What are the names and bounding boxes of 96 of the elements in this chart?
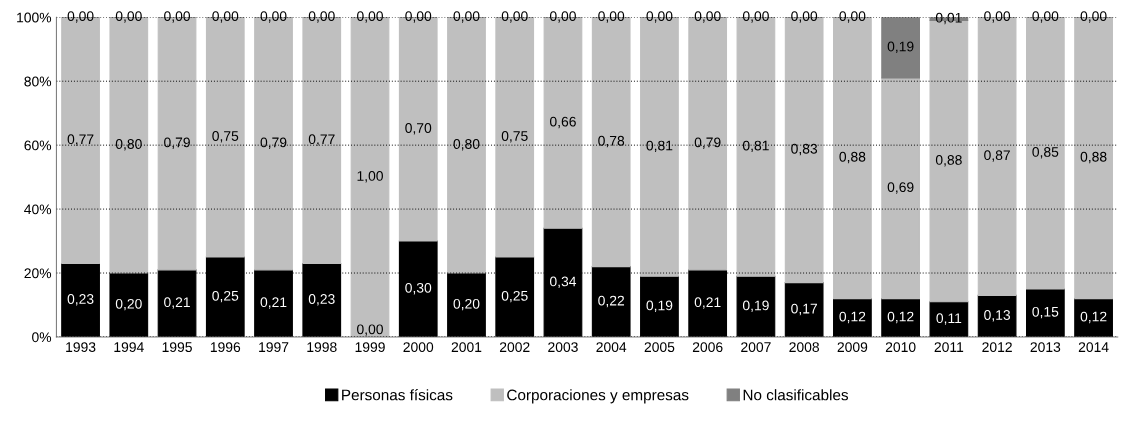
y-tick-label: 20% <box>24 268 52 279</box>
data-label: 0,30 <box>405 282 432 295</box>
data-label: 0,00 <box>694 11 721 23</box>
data-label: 0,12 <box>1080 311 1107 324</box>
y-tick-label: 40% <box>24 204 52 215</box>
legend-label: Personas físicas <box>342 388 453 401</box>
data-label: 0,88 <box>1080 151 1107 164</box>
data-label: 0,80 <box>115 139 142 151</box>
data-label: 0,19 <box>887 41 914 54</box>
data-label: 0,20 <box>453 298 480 311</box>
x-tick-label: 2007 <box>741 342 771 353</box>
data-label: 0,00 <box>164 11 191 23</box>
data-label: 0,79 <box>260 137 287 149</box>
x-tick-label: 2013 <box>1030 342 1061 353</box>
data-label: 0,77 <box>308 134 335 146</box>
x-tick-label: 2009 <box>837 342 868 353</box>
data-label: 1,00 <box>357 171 383 183</box>
data-label: 0,88 <box>935 155 962 167</box>
data-label: 0,00 <box>1032 11 1059 23</box>
x-tick-label: 2014 <box>1078 342 1109 353</box>
data-label: 0,00 <box>501 11 528 23</box>
data-label: 0,87 <box>984 150 1010 162</box>
data-label: 0,70 <box>405 123 432 135</box>
data-label: 0,75 <box>501 131 528 143</box>
data-label: 0,00 <box>357 11 383 23</box>
x-tick-label: 2011 <box>934 342 964 353</box>
x-tick-label: 1996 <box>210 342 241 353</box>
data-label: 0,00 <box>839 11 866 23</box>
y-tick-label: 80% <box>24 76 52 87</box>
legend-label: Corporaciones y empresas <box>507 389 689 404</box>
x-tick-label: 2005 <box>644 342 675 353</box>
x-tick-label: 1995 <box>162 342 192 353</box>
data-label: 0,19 <box>646 300 673 312</box>
x-tick-label: 2006 <box>692 342 723 353</box>
data-label: 0,15 <box>1032 306 1059 319</box>
data-label: 0,25 <box>212 290 239 303</box>
data-label: 0,20 <box>115 298 142 311</box>
data-label: 0,00 <box>212 11 239 23</box>
data-label: 0,17 <box>791 303 817 316</box>
data-label: 0,11 <box>936 313 962 325</box>
x-tick-label: 2008 <box>789 342 819 353</box>
data-label: 0,00 <box>115 11 142 23</box>
data-label: 0,69 <box>887 182 914 194</box>
data-label: 0,00 <box>1080 11 1107 23</box>
data-label: 0,00 <box>598 11 625 23</box>
data-label: 0,81 <box>742 140 769 153</box>
data-label: 0,22 <box>598 295 625 308</box>
x-tick-label: 1994 <box>114 342 144 353</box>
data-label: 0,25 <box>501 290 528 303</box>
data-label: 0,66 <box>549 116 576 129</box>
data-label: 0,78 <box>598 135 625 148</box>
data-label: 0,00 <box>357 324 383 336</box>
x-tick-label: 1999 <box>355 342 385 353</box>
data-label: 0,13 <box>984 310 1011 322</box>
data-label: 0,23 <box>67 294 94 306</box>
data-label: 0,00 <box>984 11 1011 23</box>
data-label: 0,00 <box>308 11 335 23</box>
x-tick-label: 2000 <box>403 342 434 353</box>
x-tick-label: 2012 <box>982 342 1012 353</box>
data-label: 0,85 <box>1032 147 1059 159</box>
legend-label: No clasificables <box>743 389 849 401</box>
x-tick-label: 1998 <box>307 342 337 353</box>
x-tick-label: 2010 <box>885 342 916 353</box>
x-tick-label: 2002 <box>499 342 530 353</box>
x-tick-label: 1993 <box>66 342 96 353</box>
y-tick-label: 0% <box>32 332 52 343</box>
data-label: 0,75 <box>212 131 239 143</box>
x-tick-label: 1997 <box>259 342 289 353</box>
y-tick-label: 100% <box>17 12 52 23</box>
data-label: 0,21 <box>694 297 721 309</box>
data-label: 0,79 <box>694 137 721 149</box>
data-label: 0,12 <box>887 311 914 324</box>
x-tick-label: 2004 <box>596 342 627 353</box>
y-tick-label: 60% <box>24 140 52 151</box>
data-label: 0,00 <box>549 11 576 23</box>
data-label: 0,88 <box>839 151 866 164</box>
data-label: 0,12 <box>839 311 866 324</box>
data-label: 0,00 <box>742 11 769 23</box>
x-tick-label: 2001 <box>451 342 482 353</box>
data-label: 0,00 <box>405 11 432 23</box>
data-label: 0,83 <box>791 143 818 156</box>
data-label: 0,77 <box>67 134 94 146</box>
data-label: 0,19 <box>742 300 769 312</box>
data-label: 0,00 <box>67 11 94 23</box>
x-tick-label: 2003 <box>548 342 578 353</box>
data-label: 0,80 <box>453 139 480 151</box>
data-label: 0,23 <box>308 294 335 306</box>
data-label: 0,79 <box>164 137 190 149</box>
data-label: 0,21 <box>260 297 287 309</box>
data-label: 0,34 <box>549 276 577 288</box>
data-label: 0,00 <box>260 11 287 23</box>
data-label: 0,00 <box>453 11 480 23</box>
data-label: 0,00 <box>791 11 818 23</box>
data-label: 0,00 <box>646 11 673 23</box>
data-label: 0,21 <box>164 297 190 309</box>
data-label: 0,81 <box>646 140 673 153</box>
